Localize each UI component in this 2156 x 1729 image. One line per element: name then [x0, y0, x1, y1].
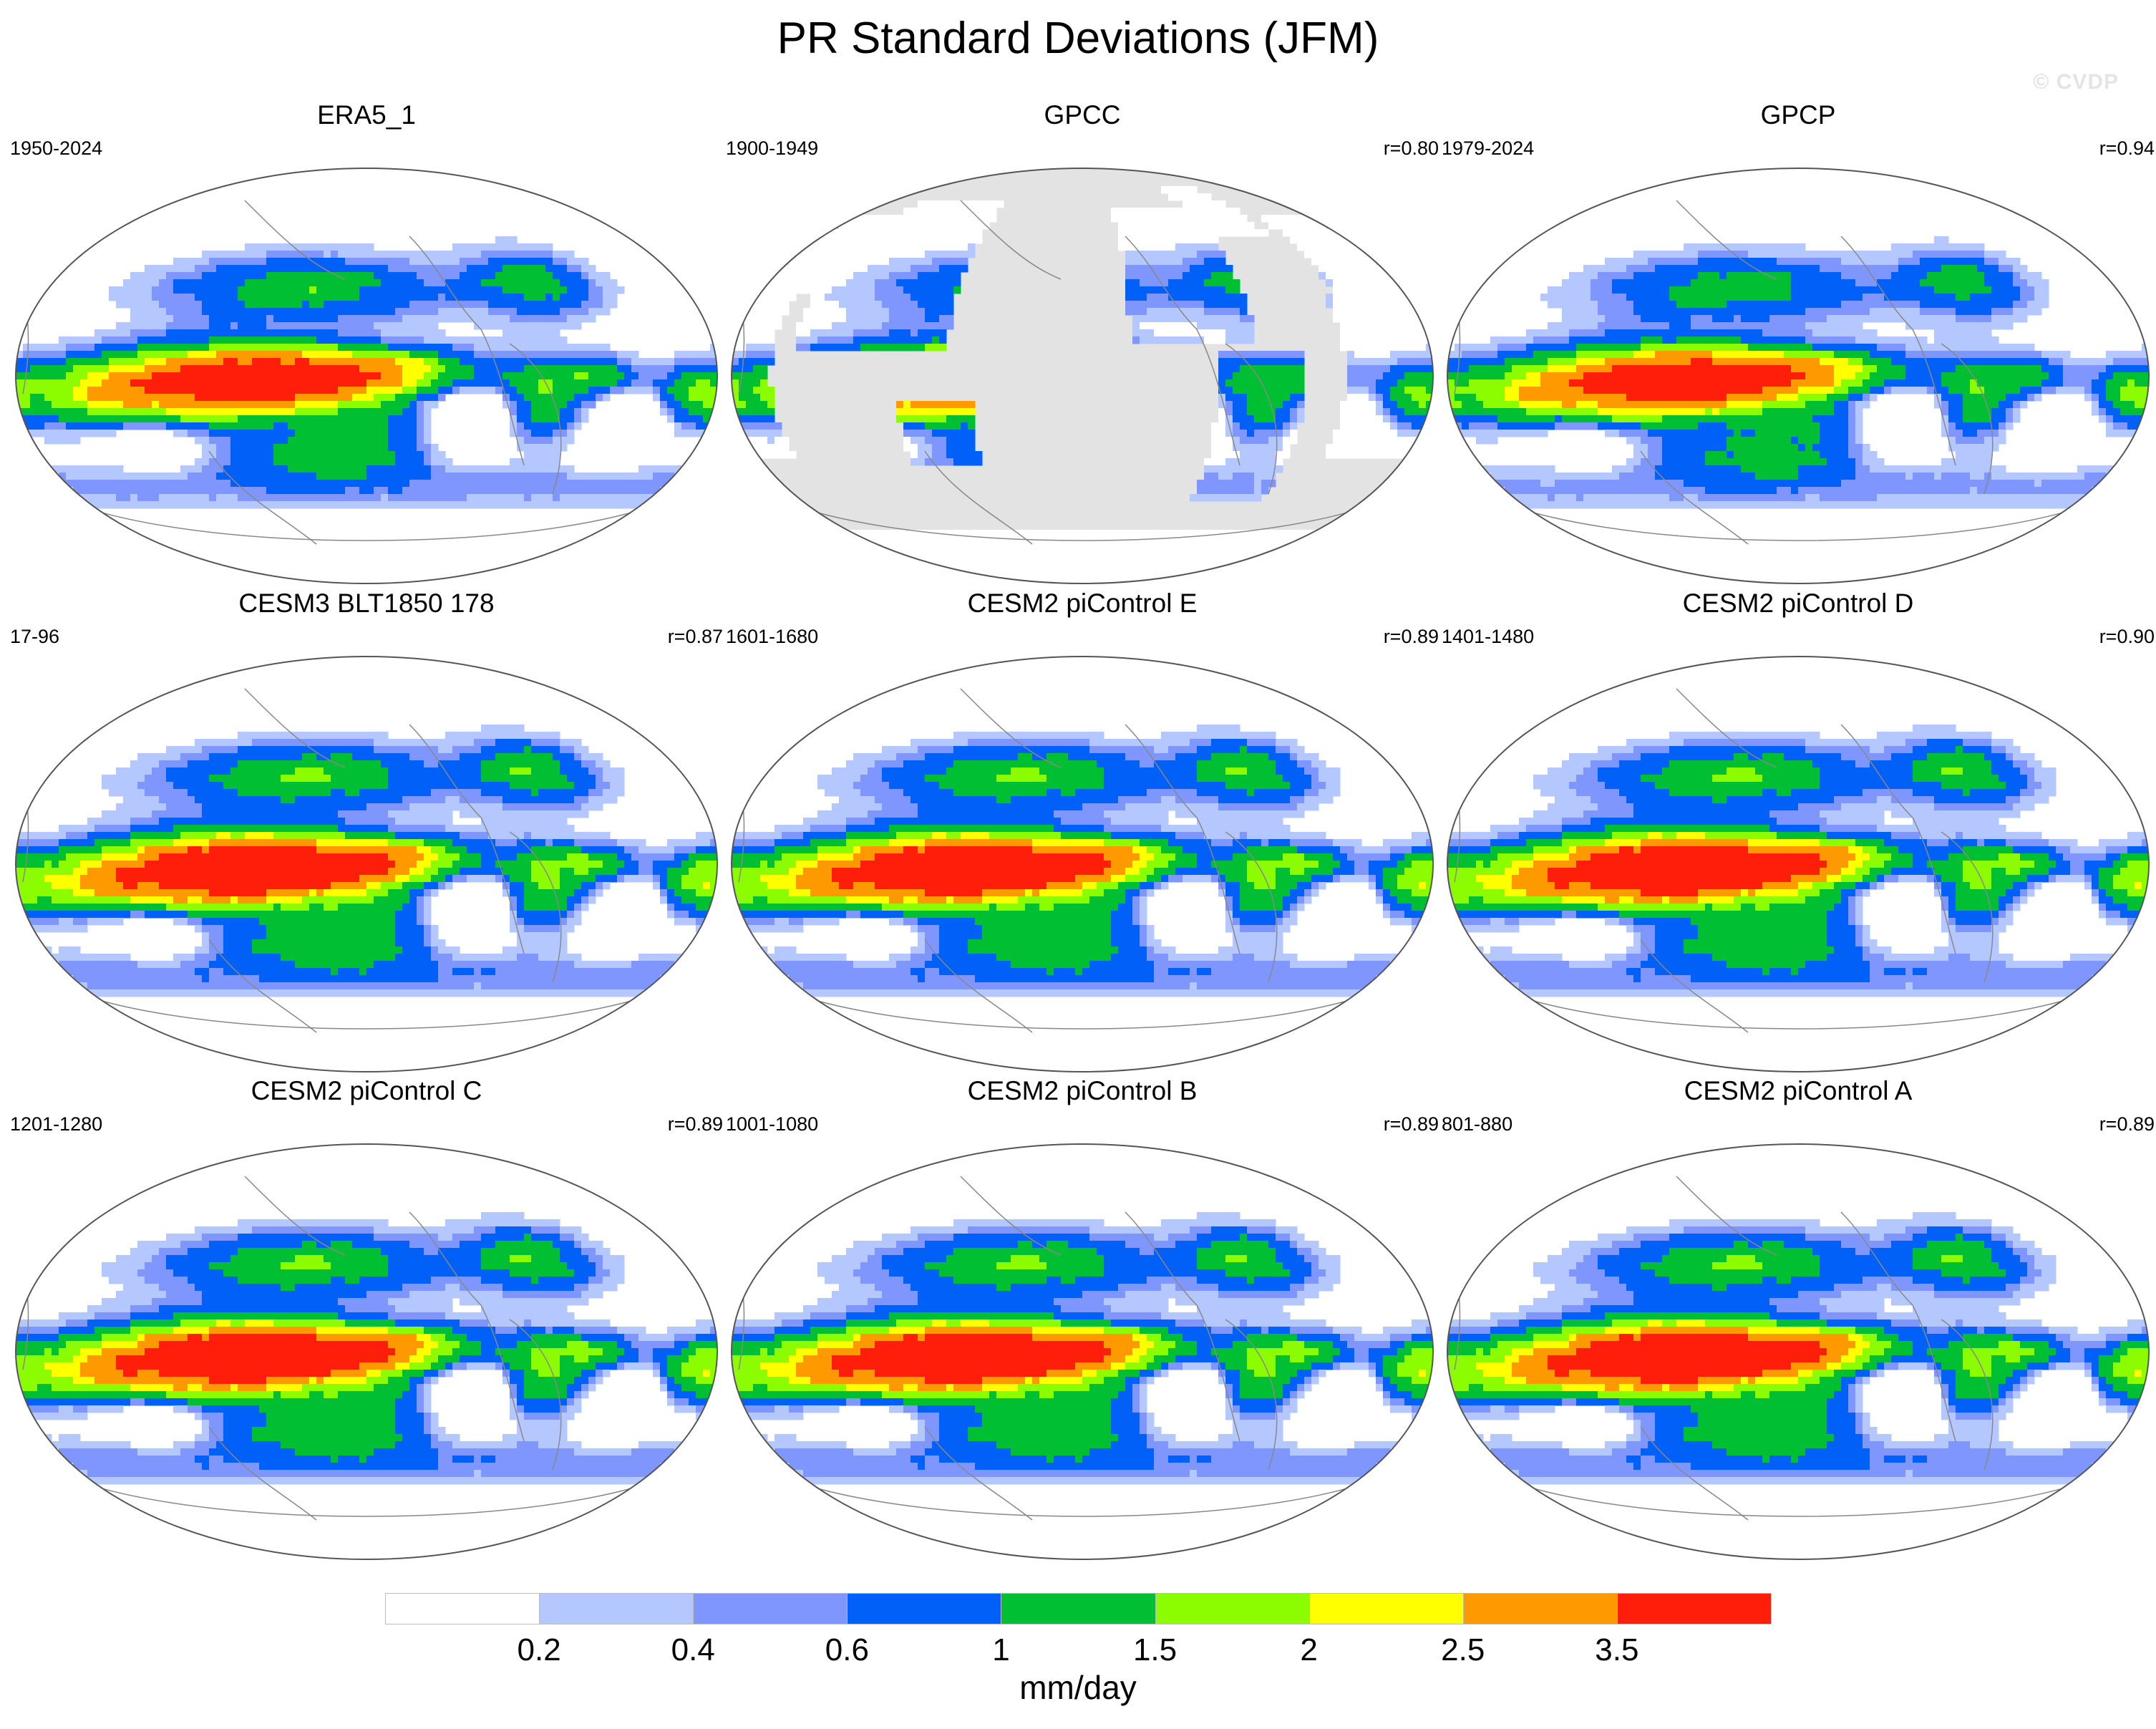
- colorbar-tick-label: 0.4: [671, 1632, 715, 1668]
- colorbar-tick-label: 1: [992, 1632, 1009, 1668]
- panel-period: 17-96: [10, 626, 59, 648]
- map-border: [731, 656, 1434, 1072]
- coastlines: [1454, 688, 2128, 1033]
- colorbar-box: [1155, 1593, 1310, 1624]
- panel-period: 1979-2024: [1442, 137, 1534, 160]
- coastlines: [738, 688, 1412, 1033]
- coastlines: [1454, 1176, 2128, 1521]
- colorbar-box: [1001, 1593, 1156, 1624]
- panel-title: CESM2 piControl A: [1440, 1076, 2156, 1106]
- colorbar-box: [539, 1593, 694, 1624]
- panel-pattern-correlation: r=0.89: [668, 1113, 723, 1135]
- precip-std-field: [16, 1144, 717, 1559]
- panel-period: 801-880: [1442, 1113, 1512, 1135]
- map-border: [15, 656, 718, 1072]
- colorbar-box: [1462, 1593, 1618, 1624]
- colorbar-tick-label: 2.5: [1441, 1632, 1485, 1668]
- map-border: [1447, 1143, 2150, 1560]
- panel-title: CESM2 piControl B: [724, 1076, 1440, 1106]
- map-panel: CESM2 piControl A 801-880 r=0.89: [1440, 1076, 2156, 1570]
- global-map: [1447, 1143, 2150, 1560]
- global-map: [1447, 656, 2150, 1072]
- colorbar-tick-label: 3.5: [1595, 1632, 1638, 1668]
- panel-pattern-correlation: r=0.89: [2099, 1113, 2155, 1135]
- map-panel: CESM3 BLT1850 178 17-96 r=0.87: [9, 589, 724, 1083]
- figure-title: PR Standard Deviations (JFM): [0, 13, 2156, 64]
- map-panel: ERA5_1 1950-2024: [9, 100, 724, 594]
- colorbar-tick-label: 1.5: [1133, 1632, 1177, 1668]
- precip-std-field: [16, 657, 717, 1072]
- global-map: [1447, 168, 2150, 584]
- global-map: [731, 168, 1434, 584]
- colorbar-box: [385, 1593, 540, 1624]
- colorbar-box: [847, 1593, 1002, 1624]
- panel-title: CESM3 BLT1850 178: [9, 589, 724, 619]
- map-panel: CESM2 piControl C 1201-1280 r=0.89: [9, 1076, 724, 1570]
- global-map: [731, 656, 1434, 1072]
- map-border: [1447, 656, 2150, 1072]
- colorbar-box: [1616, 1593, 1772, 1624]
- colorbar-box: [693, 1593, 848, 1624]
- map-border: [731, 1143, 1434, 1560]
- panel-pattern-correlation: r=0.87: [668, 626, 723, 648]
- panel-period: 1950-2024: [10, 137, 102, 160]
- map-border: [15, 1143, 718, 1560]
- precip-std-field: [732, 1144, 1433, 1559]
- map-border: [1447, 168, 2150, 584]
- global-map: [15, 1143, 718, 1560]
- colorbar-box: [1308, 1593, 1464, 1624]
- colorbar-units-label: mm/day: [0, 1668, 2156, 1707]
- panel-period: 1601-1680: [726, 626, 818, 648]
- precip-std-field: [732, 168, 1433, 583]
- map-border: [15, 168, 718, 584]
- precip-std-field: [1447, 1144, 2149, 1559]
- map-panel: GPCC 1900-1949 r=0.80: [724, 100, 1440, 594]
- coastlines: [22, 200, 696, 545]
- colorbar-tick-label: 0.6: [825, 1632, 869, 1668]
- colorbar-tick-label: 0.2: [518, 1632, 561, 1668]
- coastlines: [738, 1176, 1412, 1521]
- precip-std-field: [1447, 657, 2149, 1072]
- map-panel: GPCP 1979-2024 r=0.94: [1440, 100, 2156, 594]
- panel-period: 1401-1480: [1442, 626, 1534, 648]
- global-map: [731, 1143, 1434, 1560]
- colorbar-tick-label: 2: [1300, 1632, 1317, 1668]
- panel-pattern-correlation: r=0.89: [1384, 1113, 1439, 1135]
- panel-pattern-correlation: r=0.94: [2099, 137, 2155, 160]
- panel-title: CESM2 piControl E: [724, 589, 1440, 619]
- panel-title: GPCP: [1440, 100, 2156, 130]
- panel-title: ERA5_1: [9, 100, 724, 130]
- precip-std-field: [16, 168, 717, 583]
- map-panel: CESM2 piControl D 1401-1480 r=0.90: [1440, 589, 2156, 1083]
- panel-period: 1001-1080: [726, 1113, 818, 1135]
- panel-pattern-correlation: r=0.89: [1384, 626, 1439, 648]
- panel-pattern-correlation: r=0.90: [2099, 626, 2155, 648]
- map-border: [731, 168, 1434, 584]
- colorbar: [385, 1593, 1772, 1626]
- map-panel: CESM2 piControl E 1601-1680 r=0.89: [724, 589, 1440, 1083]
- panel-period: 1201-1280: [10, 1113, 102, 1135]
- panel-title: CESM2 piControl C: [9, 1076, 724, 1106]
- panel-pattern-correlation: r=0.80: [1384, 137, 1439, 160]
- cvdp-watermark: © CVDP: [2033, 70, 2119, 95]
- map-panel: CESM2 piControl B 1001-1080 r=0.89: [724, 1076, 1440, 1570]
- panel-period: 1900-1949: [726, 137, 818, 160]
- coastlines: [738, 200, 1412, 545]
- global-map: [15, 656, 718, 1072]
- precip-std-field: [1447, 168, 2149, 583]
- panel-title: CESM2 piControl D: [1440, 589, 2156, 619]
- precip-std-field: [732, 657, 1433, 1072]
- global-map: [15, 168, 718, 584]
- panel-title: GPCC: [724, 100, 1440, 130]
